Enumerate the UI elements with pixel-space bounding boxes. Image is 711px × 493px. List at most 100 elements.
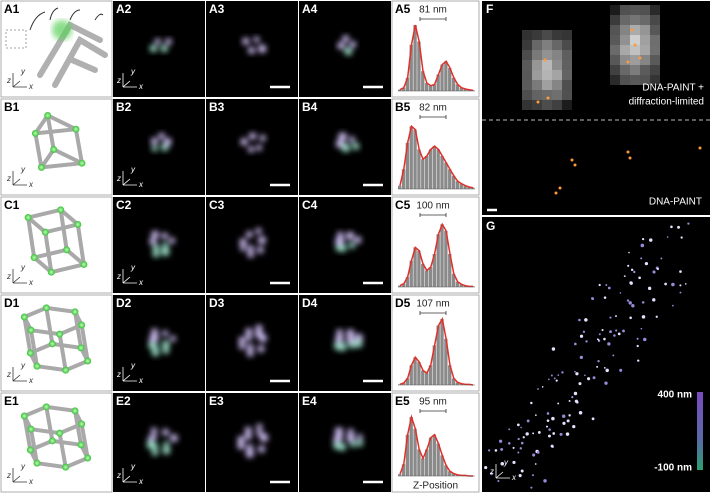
vertex-dot (24, 214, 32, 222)
diffraction-pixel (620, 45, 630, 55)
localization (530, 486, 533, 489)
diffraction-pixel (610, 25, 620, 35)
localization (555, 379, 558, 382)
strut (44, 404, 78, 413)
vertex-dot (50, 145, 58, 153)
localization (666, 236, 669, 238)
axis-label: y (130, 361, 136, 370)
diffraction-pixel (552, 70, 562, 80)
diffraction-pixel (562, 50, 572, 60)
diffraction-pixel (640, 35, 650, 45)
strut (26, 207, 63, 220)
strut (44, 305, 78, 314)
diffraction-pixel (630, 65, 640, 75)
diffraction-pixel (522, 40, 532, 50)
localization (629, 316, 632, 320)
diffraction-pixel (610, 35, 620, 45)
diffraction-pixel (552, 60, 562, 70)
histogram-bar (401, 283, 406, 287)
blob (149, 432, 158, 441)
diffraction-pixel (650, 5, 660, 15)
strut (33, 131, 44, 170)
localization (617, 332, 621, 336)
blob (336, 130, 349, 143)
panel-label: A1 (4, 2, 20, 16)
blob (244, 333, 254, 343)
strut (45, 113, 78, 132)
localization (543, 58, 547, 62)
localization (537, 430, 541, 434)
lower-text: DNA-PAINT (649, 197, 702, 208)
blob (148, 43, 159, 54)
strut (44, 305, 55, 346)
blob (238, 243, 248, 253)
blob (355, 433, 364, 442)
histogram-bar (401, 169, 406, 189)
strut (34, 364, 68, 373)
fit-curve (399, 316, 474, 386)
wireframe (31, 111, 86, 171)
diffraction-pixel (610, 65, 620, 75)
blob (160, 231, 170, 241)
diffraction-pixel (522, 50, 532, 60)
localization (585, 340, 588, 343)
localization (598, 283, 601, 287)
localization (531, 474, 534, 477)
blob-cluster (240, 35, 268, 56)
vertex-dot (27, 326, 35, 334)
localization (578, 318, 581, 322)
overlay-text: DNA-PAINT + (642, 83, 704, 94)
vertex-dot (62, 366, 70, 374)
blob (255, 428, 264, 437)
vertex-dot (42, 403, 50, 411)
localization (626, 299, 630, 302)
panel-label: E3 (209, 394, 224, 408)
localization (641, 237, 645, 241)
diffraction-pixel (542, 30, 552, 40)
histogram-bar (405, 277, 410, 287)
diffraction-pixel (630, 25, 640, 35)
diffraction-pixel (640, 5, 650, 15)
localization (517, 451, 520, 454)
diffraction-pixel (552, 30, 562, 40)
panel-label: D2 (116, 296, 132, 310)
localization (497, 480, 500, 483)
localization (543, 479, 547, 483)
histogram-bar (436, 443, 440, 476)
localization (562, 414, 566, 418)
diffraction-pixel (542, 40, 552, 50)
axis-label: z (116, 370, 121, 379)
localization (512, 446, 515, 449)
localization (568, 399, 571, 402)
blob-cluster (149, 131, 174, 153)
localization (532, 453, 536, 457)
localization (525, 432, 529, 436)
localization (638, 276, 641, 280)
histogram-bar (432, 84, 436, 91)
glow (52, 20, 72, 40)
diffraction-pixel (650, 45, 660, 55)
localization (603, 337, 606, 341)
histogram-bar (444, 162, 448, 189)
histogram-bar (421, 263, 425, 287)
blob-cluster (146, 327, 178, 358)
fit-curve (399, 414, 474, 477)
localization (541, 386, 544, 388)
histogram-bar (413, 428, 417, 476)
localization (573, 163, 577, 167)
localization (623, 275, 626, 278)
diffraction-pixel (522, 90, 532, 100)
diffraction-pixel (620, 35, 630, 45)
localization (507, 442, 511, 445)
histogram-bar (405, 378, 410, 385)
localization (520, 469, 524, 473)
axis-label: y (503, 458, 509, 467)
strut (50, 438, 84, 447)
histogram-bar (459, 87, 463, 91)
axis-label: x (138, 477, 144, 486)
histogram-bar (455, 382, 460, 385)
localization (643, 337, 647, 342)
diffraction-pixel (620, 65, 630, 75)
blob (159, 245, 172, 258)
diffraction-pixel (542, 70, 552, 80)
